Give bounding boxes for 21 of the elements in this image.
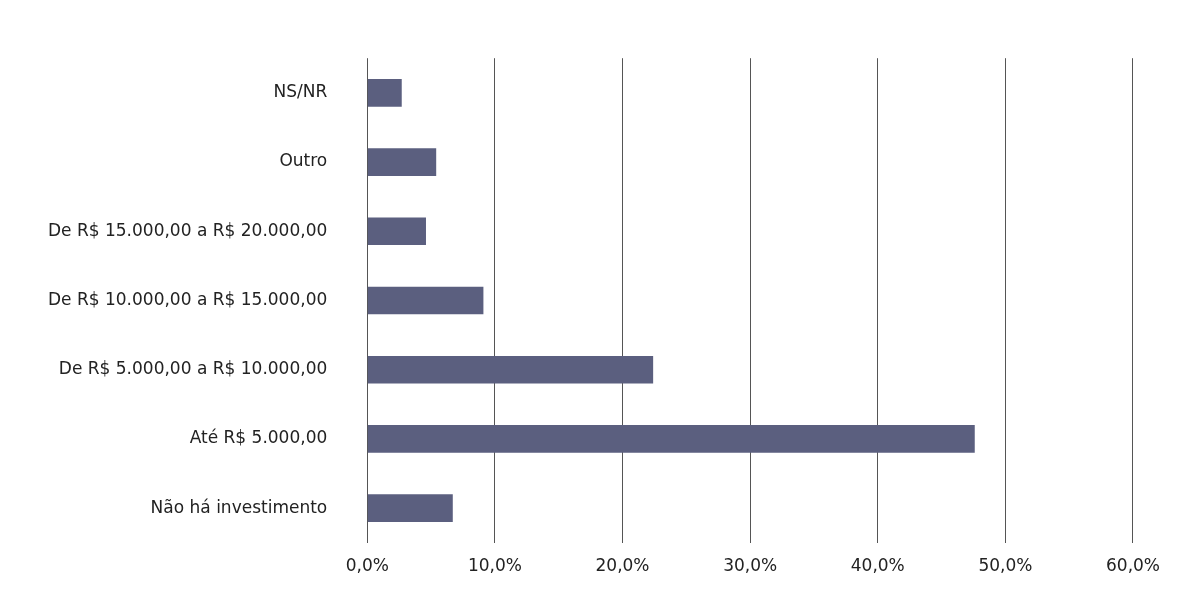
y-tick-label: De R$ 15.000,00 a R$ 20.000,00: [48, 219, 328, 240]
bar: [367, 148, 437, 176]
bar: [367, 425, 975, 453]
y-tick-label: Até R$ 5.000,00: [189, 427, 328, 448]
y-tick-label: De R$ 5.000,00 a R$ 10.000,00: [58, 358, 328, 379]
bar: [367, 494, 453, 523]
x-tick-label: 20,0%: [595, 555, 650, 576]
x-tick-label: 60,0%: [1105, 555, 1161, 576]
y-tick-label: NS/NR: [273, 81, 328, 102]
x-tick-label: 50,0%: [978, 555, 1033, 576]
x-tick-label: 10,0%: [467, 555, 522, 576]
bar: [367, 355, 654, 384]
bar: [367, 217, 426, 246]
y-tick-label: Outro: [279, 150, 328, 171]
y-tick-label: Não há investimento: [150, 496, 328, 517]
y-tick-label: De R$ 10.000,00 a R$ 15.000,00: [48, 288, 328, 309]
x-tick-label: 40,0%: [850, 555, 905, 576]
bar: [367, 78, 402, 107]
bar: [367, 286, 484, 315]
x-tick-label: 30,0%: [723, 555, 778, 576]
x-tick-label: 0,0%: [345, 555, 389, 576]
